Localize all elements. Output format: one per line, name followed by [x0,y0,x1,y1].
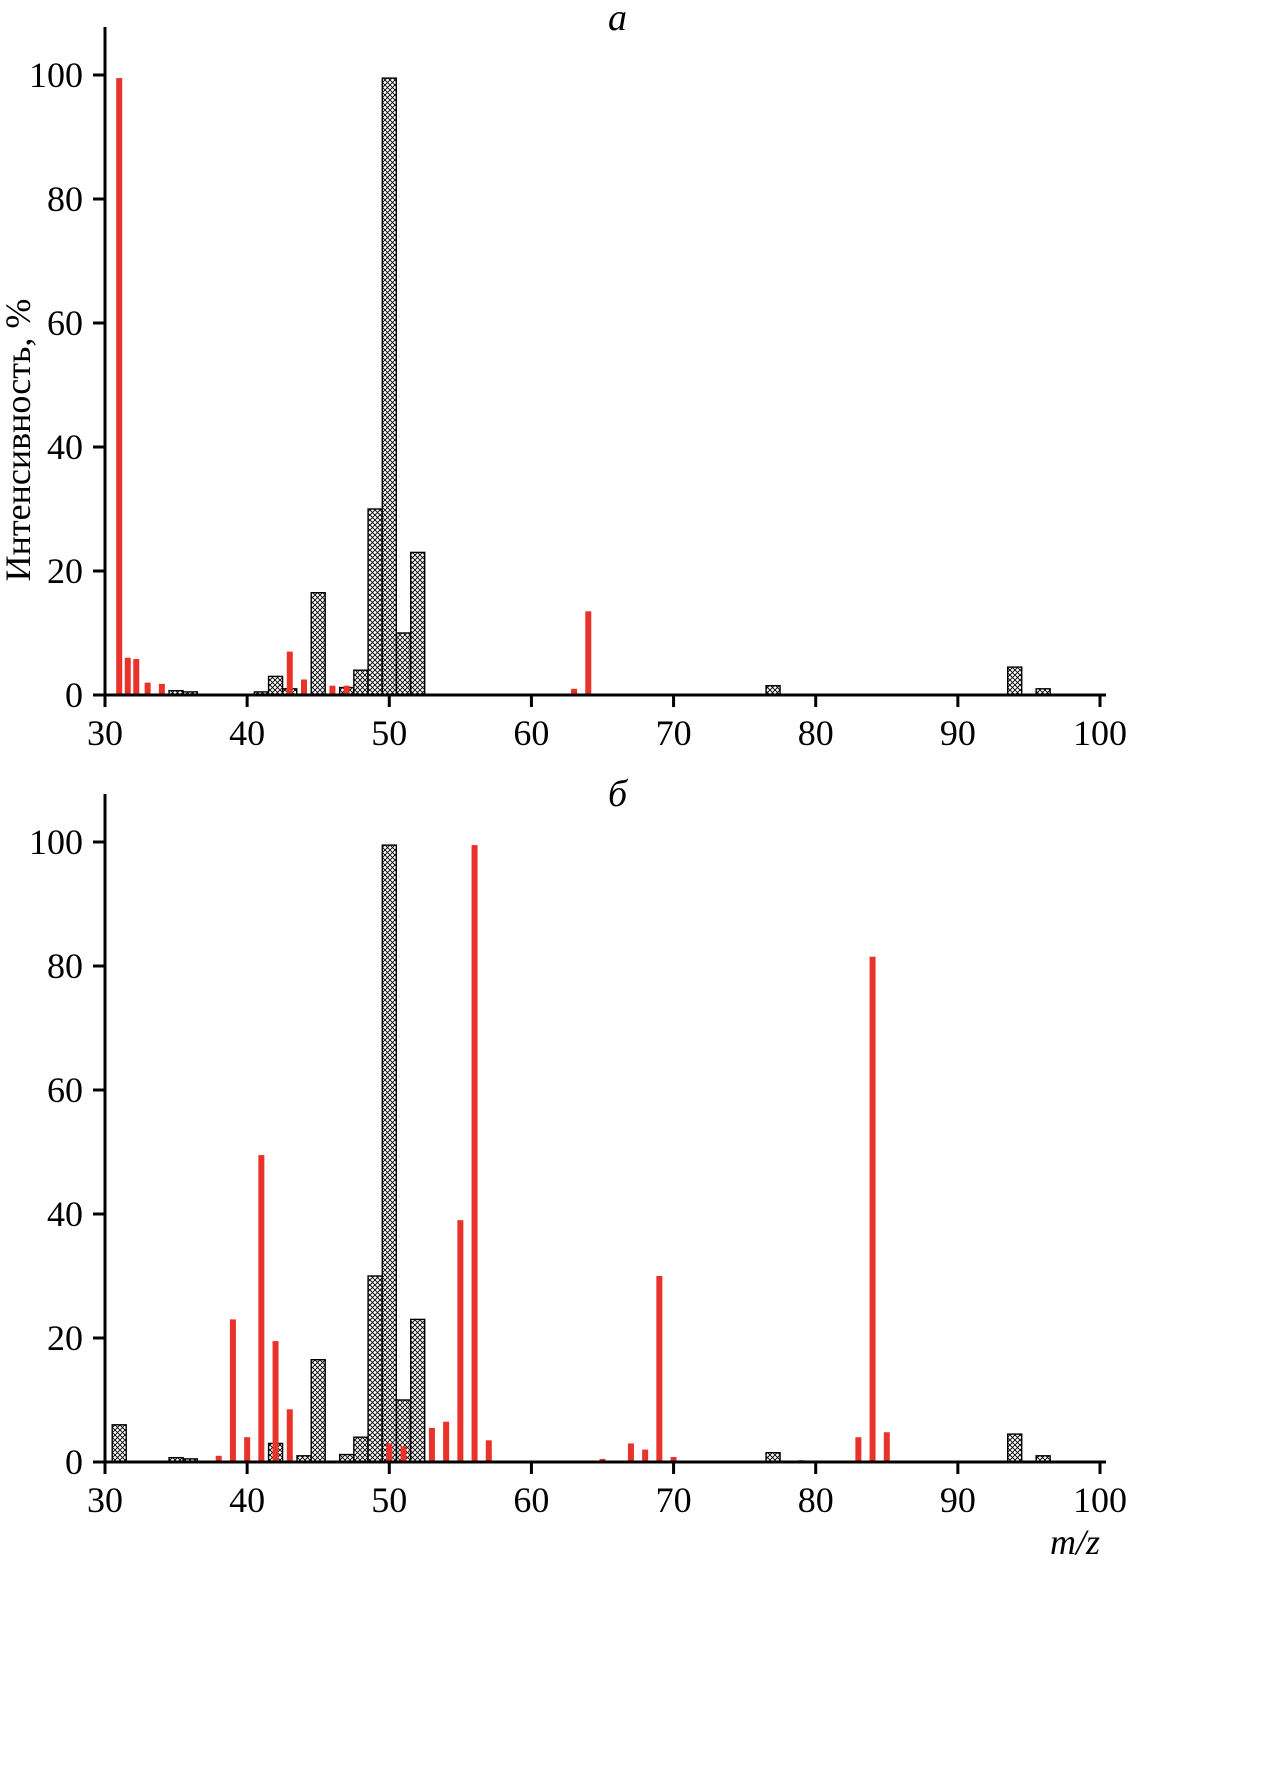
bar-spectrum-black-hatched [310,592,326,696]
bar-spectrum-red [144,682,151,695]
y-tick-label: 40 [47,427,83,467]
bar-spectrum-red [158,683,165,695]
bar-spectrum-red [571,688,578,695]
bar-spectrum-red [457,1220,464,1462]
bar-spectrum-black-hatched [353,669,369,696]
x-tick-label: 30 [87,713,123,753]
bar-spectrum-red [656,1276,663,1462]
bar-spectrum-black-hatched [111,1424,127,1463]
x-tick-label: 90 [940,713,976,753]
x-tick-label: 100 [1073,713,1127,753]
x-tick-label: 30 [87,1480,123,1520]
bar-spectrum-red [133,659,140,695]
bar-spectrum-red [244,1437,251,1462]
bar-spectrum-red [400,1446,407,1462]
x-tick-label: 100 [1073,1480,1127,1520]
bar-spectrum-black-hatched [381,844,397,1463]
y-axis-label: Интенсивность, % [0,299,38,582]
x-tick-label: 80 [798,1480,834,1520]
x-tick-label: 60 [513,1480,549,1520]
bar-spectrum-red [272,1341,279,1462]
bar-spectrum-black-hatched [1007,666,1023,696]
bar-spectrum-black-hatched [1007,1433,1023,1463]
y-tick-label: 60 [47,1070,83,1110]
x-tick-label: 70 [656,1480,692,1520]
bar-spectrum-red [258,1155,265,1462]
bar-spectrum-red [329,685,336,695]
axes [103,27,1106,697]
x-tick-label: 60 [513,713,549,753]
bar-spectrum-red [485,1440,492,1462]
bar-spectrum-red [386,1443,393,1462]
y-tick-label: 100 [29,55,83,95]
chart-a: 30 40 50 60 70 80 90 100 0 20 40 60 80 100 a Интенсивно… [0,0,1127,753]
bar-spectrum-black-hatched [410,1318,426,1463]
x-tick-label: 70 [656,713,692,753]
y-tick-label: 100 [29,822,83,862]
bar-spectrum-red [215,1455,222,1462]
chart-title: a [608,0,627,39]
bar-spectrum-red [869,956,876,1462]
x-tick-label: 40 [229,713,265,753]
bar-spectrum-black-hatched [367,508,383,696]
y-tick-label: 40 [47,1194,83,1234]
bar-spectrum-black-hatched [367,1275,383,1463]
y-tick-label: 20 [47,1318,83,1358]
bar-spectrum-red [343,685,350,695]
chart-title: б [608,773,629,815]
bar-spectrum-red [585,611,592,695]
bar-spectrum-red [116,78,123,696]
bar-spectrum-red [642,1449,649,1462]
bar-spectrum-red [301,679,307,695]
bar-spectrum-red [229,1319,236,1462]
bar-spectrum-red [627,1443,634,1462]
bar-spectrum-black-hatched [381,77,397,696]
y-tick-label: 0 [65,675,83,715]
bar-spectrum-red [855,1437,862,1462]
bar-spectrum-black-hatched [410,551,426,696]
x-tick-label: 80 [798,713,834,753]
bar-spectrum-black-hatched [395,632,412,696]
y-tick-label: 80 [47,179,83,219]
bar-spectrum-red [599,1458,606,1462]
bar-spectrum-black-hatched [267,675,284,696]
bar-spectrum-black-hatched [353,1436,369,1463]
x-tick-label: 40 [229,1480,265,1520]
y-tick-label: 60 [47,303,83,343]
bar-spectrum-red [443,1421,450,1462]
bar-spectrum-red [124,657,131,695]
bar-spectrum-red [670,1457,677,1462]
chart-b: 30 40 50 60 70 80 90 100 0 20 40 60 80 100 б m/z [29,773,1127,1562]
x-tick-label: 50 [371,1480,407,1520]
x-tick-label: 50 [371,713,407,753]
bar-spectrum-red [471,845,478,1462]
bar-spectrum-red [286,1409,293,1462]
bar-spectrum-black-hatched [310,1359,326,1463]
axes [103,794,1106,1464]
x-axis-label: m/z [1050,1522,1100,1562]
y-tick-label: 20 [47,551,83,591]
y-tick-label: 80 [47,946,83,986]
x-tick-label: 90 [940,1480,976,1520]
y-tick-label: 0 [65,1442,83,1482]
bar-spectrum-red [428,1427,435,1462]
bar-spectrum-red [883,1432,890,1462]
bar-spectrum-red [286,651,293,695]
